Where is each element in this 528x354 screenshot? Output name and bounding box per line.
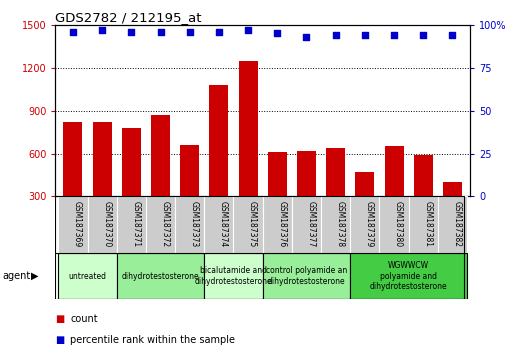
Text: GSM187374: GSM187374 <box>219 201 228 247</box>
Point <box>98 27 106 33</box>
Text: ▶: ▶ <box>31 271 38 281</box>
Point <box>419 32 428 38</box>
Bar <box>326 148 345 196</box>
Text: GSM187375: GSM187375 <box>248 201 257 247</box>
Bar <box>59 196 88 253</box>
Bar <box>210 85 229 196</box>
Text: dihydrotestosterone: dihydrotestosterone <box>122 272 200 281</box>
Text: GSM187369: GSM187369 <box>73 201 82 247</box>
Text: ■: ■ <box>55 335 65 345</box>
Text: percentile rank within the sample: percentile rank within the sample <box>70 335 235 345</box>
Point <box>215 29 223 34</box>
Point <box>127 29 136 34</box>
Text: ■: ■ <box>55 314 65 324</box>
Bar <box>297 152 316 196</box>
Text: untreated: untreated <box>69 272 107 281</box>
Bar <box>263 253 350 299</box>
Bar <box>92 122 111 196</box>
Text: GSM187376: GSM187376 <box>277 201 286 247</box>
Bar <box>268 152 287 196</box>
Text: GSM187382: GSM187382 <box>452 201 461 247</box>
Bar <box>409 196 438 253</box>
Point <box>361 32 369 38</box>
Point <box>69 29 77 34</box>
Point <box>332 32 340 38</box>
Text: GSM187373: GSM187373 <box>190 201 199 247</box>
Bar <box>263 196 292 253</box>
Point <box>244 27 252 33</box>
Bar <box>380 196 409 253</box>
Text: GSM187370: GSM187370 <box>102 201 111 247</box>
Text: GSM187377: GSM187377 <box>306 201 315 247</box>
Text: control polyamide an
dihydrotestosterone: control polyamide an dihydrotestosterone <box>266 267 347 286</box>
Text: GSM187379: GSM187379 <box>365 201 374 247</box>
Bar <box>438 196 467 253</box>
Bar <box>88 196 117 253</box>
Bar <box>204 196 233 253</box>
Bar <box>63 122 82 196</box>
Text: GSM187380: GSM187380 <box>394 201 403 247</box>
Bar <box>204 253 263 299</box>
Bar <box>350 196 380 253</box>
Bar <box>117 196 146 253</box>
Point <box>448 32 457 38</box>
Text: WGWWCW
polyamide and
dihydrotestosterone: WGWWCW polyamide and dihydrotestosterone <box>370 261 447 291</box>
Bar <box>321 196 350 253</box>
Bar <box>122 128 141 196</box>
Point <box>156 29 165 34</box>
Text: agent: agent <box>3 271 31 281</box>
Bar <box>59 253 117 299</box>
Point <box>302 34 310 40</box>
Text: bicalutamide and
dihydrotestosterone: bicalutamide and dihydrotestosterone <box>195 267 272 286</box>
Text: GDS2782 / 212195_at: GDS2782 / 212195_at <box>55 11 202 24</box>
Bar <box>117 253 204 299</box>
Text: GSM187378: GSM187378 <box>336 201 345 247</box>
Bar <box>292 196 321 253</box>
Bar <box>414 155 433 196</box>
Point <box>273 30 281 36</box>
Bar <box>233 196 263 253</box>
Bar <box>239 61 258 196</box>
Bar <box>180 145 199 196</box>
Text: count: count <box>70 314 98 324</box>
Bar <box>384 147 403 196</box>
Text: GSM187381: GSM187381 <box>423 201 432 247</box>
Bar <box>146 196 175 253</box>
Bar <box>355 172 374 196</box>
Point <box>390 32 398 38</box>
Bar <box>443 182 462 196</box>
Point <box>185 29 194 34</box>
Text: GSM187372: GSM187372 <box>161 201 169 247</box>
Bar <box>175 196 204 253</box>
Text: GSM187371: GSM187371 <box>131 201 140 247</box>
Bar <box>151 115 170 196</box>
Bar <box>350 253 467 299</box>
